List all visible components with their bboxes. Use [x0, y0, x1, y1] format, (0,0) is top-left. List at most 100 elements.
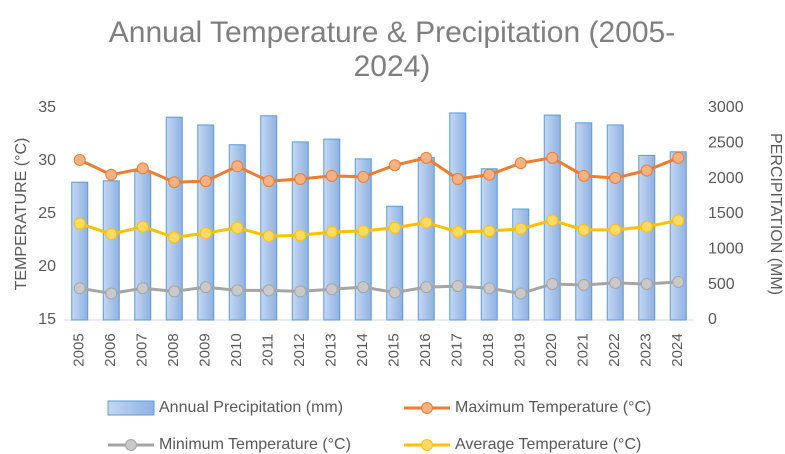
marker [168, 176, 181, 189]
marker [514, 157, 527, 170]
marker [388, 221, 401, 234]
x-tick-label: 2006 [102, 333, 119, 366]
x-tick-label: 2023 [638, 333, 655, 366]
marker [73, 153, 86, 166]
x-tick-label: 2021 [575, 333, 592, 366]
bar [638, 154, 656, 321]
legend-label: Annual Precipitation (mm) [159, 399, 343, 416]
y-axis-label: TEMPERATURE (°C) [13, 138, 30, 291]
marker [609, 171, 622, 184]
marker [199, 227, 212, 240]
y-tick-label: 15 [38, 311, 56, 328]
marker [168, 285, 181, 298]
marker [609, 223, 622, 236]
x-tick-label: 2018 [480, 333, 497, 366]
marker [514, 222, 527, 235]
y-tick-label: 25 [38, 205, 56, 222]
marker [294, 285, 307, 298]
y2-tick-label: 2500 [708, 135, 744, 152]
marker [577, 169, 590, 182]
x-tick-label: 2012 [291, 333, 308, 366]
legend-marker [125, 439, 137, 451]
marker [357, 224, 370, 237]
bar [449, 112, 467, 321]
marker [388, 286, 401, 299]
marker [577, 279, 590, 292]
marker [294, 229, 307, 242]
marker [73, 217, 86, 230]
marker [577, 223, 590, 236]
marker [672, 275, 685, 288]
marker [357, 170, 370, 183]
marker [672, 151, 685, 164]
marker [420, 216, 433, 229]
y2-axis-label: PERCIPITATION (MM) [767, 133, 784, 295]
marker [231, 221, 244, 234]
marker [231, 160, 244, 173]
marker [451, 280, 464, 293]
x-tick-label: 2010 [228, 333, 245, 366]
marker [609, 276, 622, 289]
x-tick-label: 2016 [417, 333, 434, 366]
marker [199, 281, 212, 294]
marker [231, 284, 244, 297]
marker [199, 175, 212, 188]
marker [262, 284, 275, 297]
marker [420, 281, 433, 294]
marker [262, 230, 275, 243]
bar [417, 156, 435, 321]
bar [71, 181, 89, 321]
bar [260, 115, 278, 321]
y-tick-label: 30 [38, 152, 56, 169]
x-tick-label: 2014 [354, 333, 371, 366]
bar [134, 171, 152, 321]
x-tick-label: 2009 [197, 333, 214, 366]
x-tick-label: 2019 [512, 333, 529, 366]
legend-label: Minimum Temperature (°C) [159, 436, 351, 453]
x-tick-label: 2011 [260, 334, 277, 366]
bar [165, 116, 183, 321]
bar [354, 158, 372, 321]
marker [640, 164, 653, 177]
y2-tick-label: 2000 [708, 170, 744, 187]
marker [136, 162, 149, 175]
marker [136, 282, 149, 295]
x-tick-label: 2017 [449, 333, 466, 366]
x-tick-label: 2024 [669, 333, 686, 366]
marker [357, 281, 370, 294]
y2-tick-label: 0 [708, 311, 717, 328]
bar [669, 151, 687, 321]
marker [105, 228, 118, 241]
marker [105, 168, 118, 181]
marker [483, 282, 496, 295]
marker [325, 283, 338, 296]
marker [546, 277, 559, 290]
bar [606, 124, 624, 321]
y2-tick-label: 1500 [708, 205, 744, 222]
bar [480, 168, 498, 321]
marker [325, 169, 338, 182]
marker [168, 231, 181, 244]
marker [514, 287, 527, 300]
legend-label: Average Temperature (°C) [455, 436, 641, 453]
legend-marker [421, 402, 433, 414]
marker [672, 214, 685, 227]
marker [483, 224, 496, 237]
marker [325, 226, 338, 239]
legend-label: Maximum Temperature (°C) [455, 399, 651, 416]
marker [262, 175, 275, 188]
x-tick-label: 2015 [386, 333, 403, 366]
marker [546, 151, 559, 164]
marker [420, 151, 433, 164]
x-tick-label: 2022 [606, 333, 623, 366]
y-tick-label: 35 [38, 99, 56, 116]
chart-title: Annual Temperature & Precipitation (2005… [109, 16, 675, 83]
marker [483, 168, 496, 181]
marker [451, 173, 464, 186]
bar [102, 180, 120, 321]
y-tick-label: 20 [38, 258, 56, 275]
marker [640, 220, 653, 233]
y2-tick-label: 1000 [708, 241, 744, 258]
marker [294, 173, 307, 186]
